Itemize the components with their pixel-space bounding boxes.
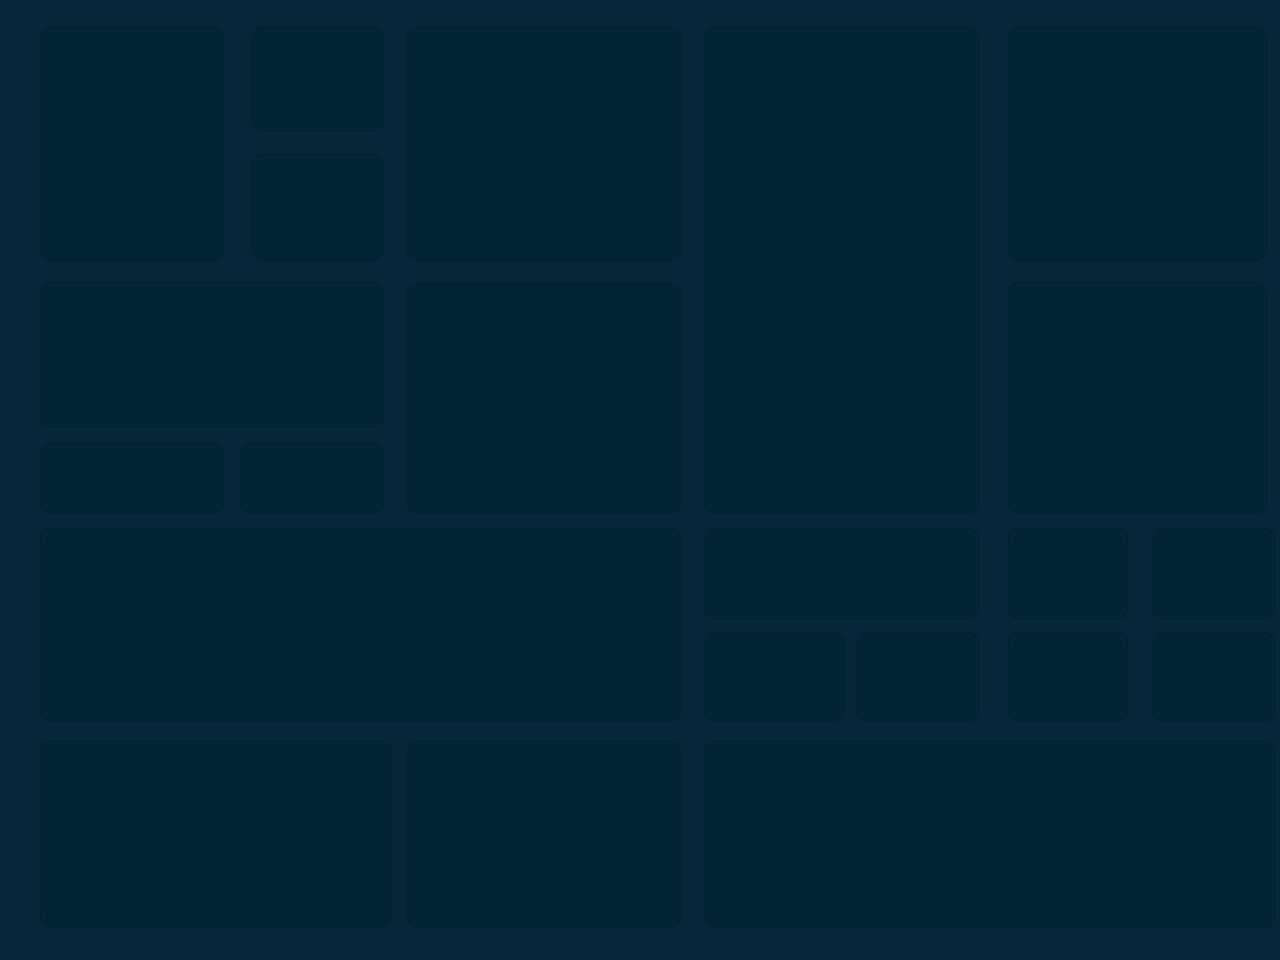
skeleton-tile	[857, 632, 979, 722]
skeleton-tile	[241, 443, 383, 514]
skeleton-tile	[1153, 632, 1275, 722]
skeleton-tile	[705, 741, 1275, 927]
skeleton-tile	[40, 528, 681, 722]
skeleton-tile	[40, 443, 224, 514]
skeleton-tile	[705, 632, 844, 722]
skeleton-tile	[407, 741, 681, 927]
skeleton-tile	[407, 284, 681, 514]
skeleton-tile	[407, 27, 681, 260]
skeleton-tile	[705, 27, 979, 514]
skeleton-tile	[1008, 528, 1128, 619]
skeleton-tile	[252, 154, 383, 260]
skeleton-tile	[40, 282, 383, 427]
skeleton-tile	[40, 27, 224, 260]
skeleton-tile	[705, 528, 979, 619]
skeleton-tile	[1008, 27, 1267, 260]
skeleton-tile	[1153, 528, 1275, 619]
skeleton-tile	[1008, 632, 1128, 722]
skeleton-tile	[252, 27, 383, 131]
skeleton-tile	[1008, 282, 1267, 514]
skeleton-tile	[40, 741, 391, 927]
